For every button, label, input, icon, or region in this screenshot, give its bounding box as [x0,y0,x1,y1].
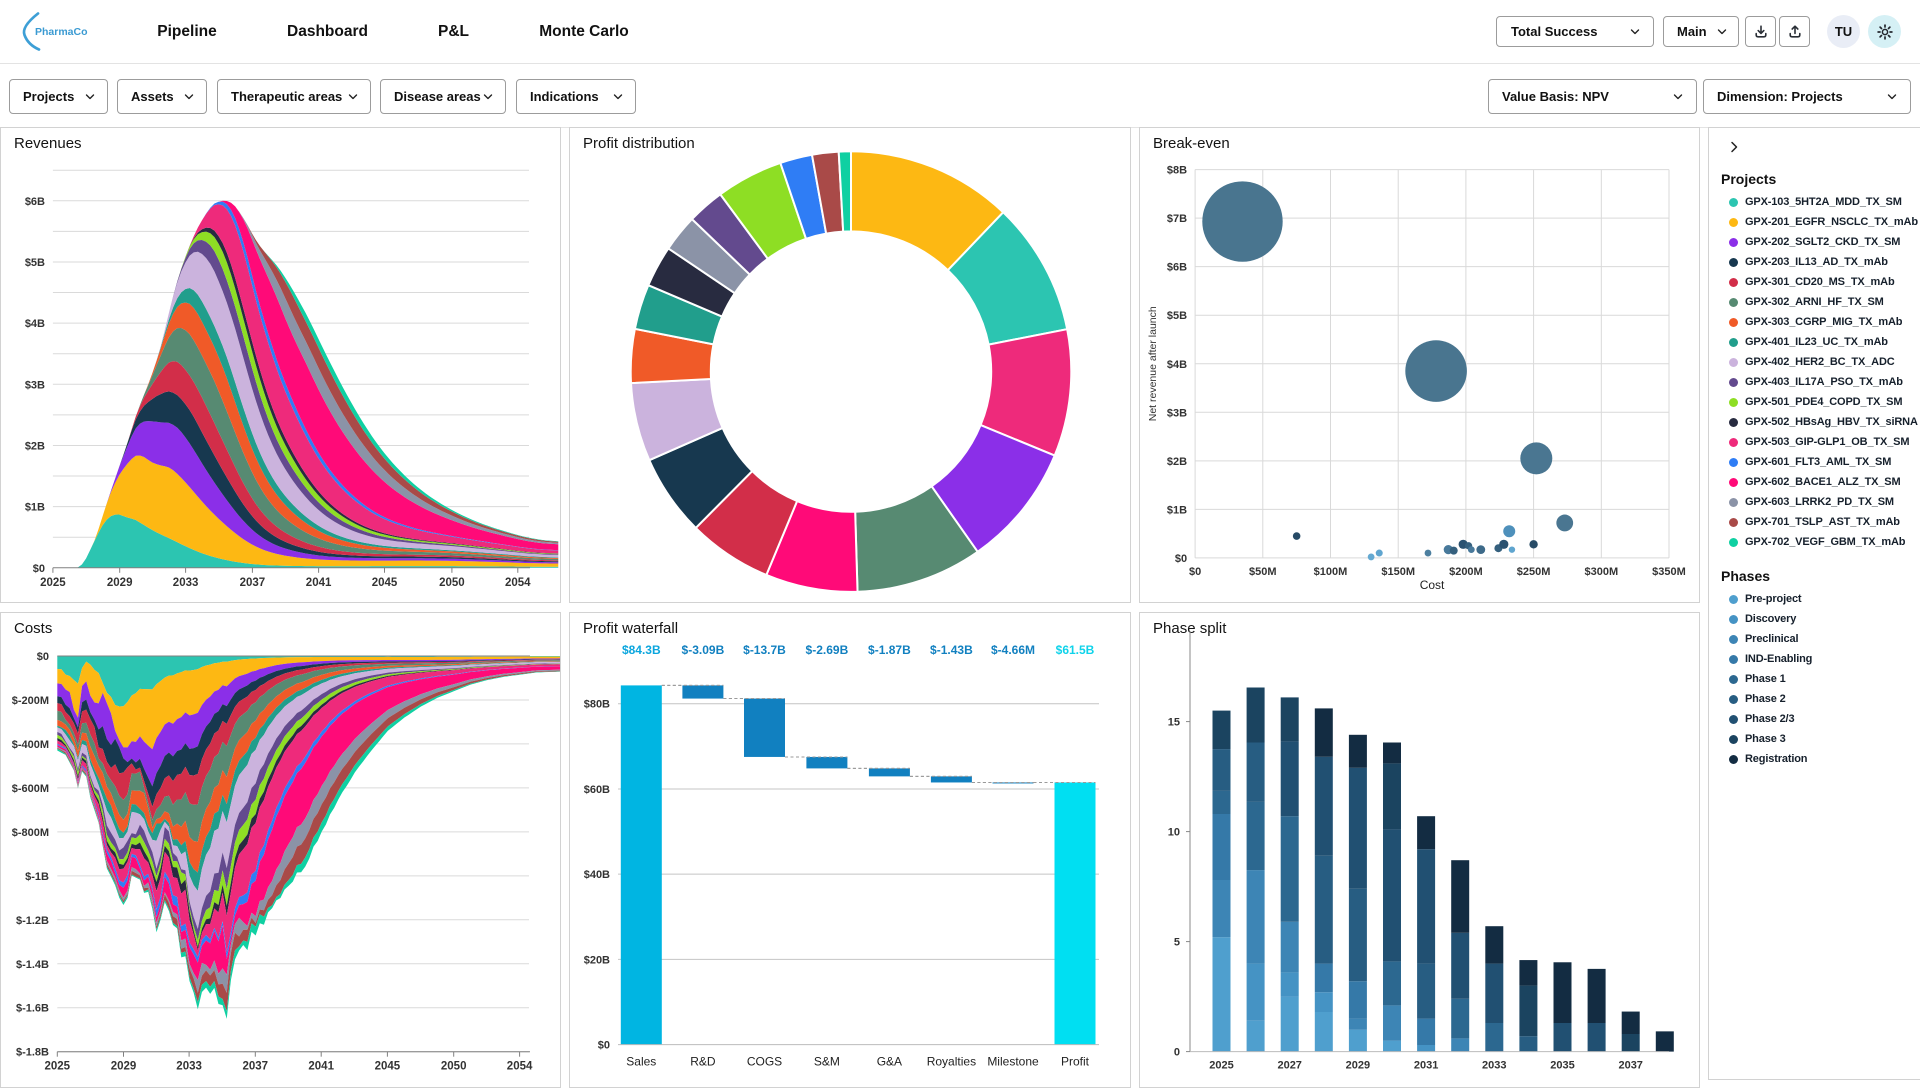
svg-text:$-1.2B: $-1.2B [16,915,49,927]
svg-text:$250M: $250M [1517,566,1551,578]
svg-text:R&D: R&D [690,1055,716,1069]
svg-text:$-4.66M: $-4.66M [991,643,1035,657]
svg-text:$150M: $150M [1381,566,1415,578]
svg-text:Net revenue after launch: Net revenue after launch [1147,306,1159,421]
svg-text:$40B: $40B [584,869,610,881]
svg-text:2029: 2029 [111,1061,137,1073]
svg-text:$50M: $50M [1249,566,1277,578]
svg-text:2041: 2041 [306,577,332,589]
svg-text:$0: $0 [1189,566,1201,578]
svg-text:2031: 2031 [1414,1060,1438,1072]
svg-text:2025: 2025 [45,1061,71,1073]
svg-text:2033: 2033 [176,1061,202,1073]
svg-text:$61.5B: $61.5B [1056,643,1095,657]
svg-text:$80B: $80B [584,699,610,711]
svg-text:$-1.43B: $-1.43B [930,643,973,657]
svg-text:2033: 2033 [173,577,199,589]
svg-text:$0: $0 [598,1040,610,1052]
svg-text:$4B: $4B [25,318,45,330]
svg-text:2029: 2029 [107,577,133,589]
svg-text:$1B: $1B [1167,504,1187,516]
svg-text:$84.3B: $84.3B [622,643,661,657]
svg-text:2054: 2054 [505,577,531,589]
svg-text:$-1.8B: $-1.8B [16,1047,49,1059]
svg-text:2037: 2037 [243,1061,269,1073]
svg-text:2029: 2029 [1346,1060,1370,1072]
svg-text:5: 5 [1174,937,1180,949]
svg-text:$-400M: $-400M [12,739,49,751]
svg-text:2025: 2025 [40,577,66,589]
svg-text:Royalties: Royalties [927,1055,976,1069]
svg-text:Profit: Profit [1061,1055,1090,1069]
svg-text:$0: $0 [1175,553,1187,565]
svg-text:$2B: $2B [25,440,45,452]
svg-text:$100M: $100M [1314,566,1348,578]
svg-text:2033: 2033 [1482,1060,1506,1072]
svg-text:$4B: $4B [1167,359,1187,371]
svg-text:Sales: Sales [626,1055,656,1069]
svg-text:$20B: $20B [584,954,610,966]
svg-text:2041: 2041 [308,1061,334,1073]
svg-text:2025: 2025 [1209,1060,1233,1072]
svg-text:$1B: $1B [25,502,45,514]
svg-text:$5B: $5B [25,257,45,269]
svg-text:$2B: $2B [1167,456,1187,468]
svg-text:$-13.7B: $-13.7B [743,643,786,657]
svg-text:$-2.69B: $-2.69B [806,643,849,657]
svg-text:2027: 2027 [1277,1060,1301,1072]
svg-text:$-1B: $-1B [25,871,49,883]
svg-text:$6B: $6B [25,196,45,208]
svg-text:2050: 2050 [441,1061,467,1073]
svg-text:$-3.09B: $-3.09B [682,643,725,657]
svg-text:2054: 2054 [507,1061,533,1073]
svg-text:$-200M: $-200M [12,695,49,707]
svg-text:$3B: $3B [1167,407,1187,419]
svg-text:2037: 2037 [1618,1060,1642,1072]
svg-text:$8B: $8B [1167,165,1187,177]
svg-text:2050: 2050 [439,577,465,589]
svg-text:S&M: S&M [814,1055,840,1069]
svg-text:$6B: $6B [1167,262,1187,274]
svg-text:$-600M: $-600M [12,783,49,795]
svg-text:$7B: $7B [1167,213,1187,225]
svg-text:$350M: $350M [1652,566,1686,578]
svg-text:$5B: $5B [1167,310,1187,322]
svg-text:G&A: G&A [877,1055,902,1069]
svg-text:15: 15 [1168,717,1180,729]
svg-text:Milestone: Milestone [987,1055,1039,1069]
svg-text:$200M: $200M [1449,566,1483,578]
svg-text:COGS: COGS [747,1055,782,1069]
svg-text:$300M: $300M [1584,566,1618,578]
svg-text:2035: 2035 [1550,1060,1574,1072]
svg-text:$-1.4B: $-1.4B [16,959,49,971]
svg-text:10: 10 [1168,827,1180,839]
svg-text:$-1.6B: $-1.6B [16,1003,49,1015]
svg-text:Cost: Cost [1420,578,1445,592]
svg-text:$0: $0 [33,563,45,575]
svg-text:$0: $0 [37,651,49,663]
svg-text:2045: 2045 [375,1061,401,1073]
svg-text:$60B: $60B [584,784,610,796]
svg-text:$-1.87B: $-1.87B [868,643,911,657]
svg-text:2045: 2045 [372,577,398,589]
svg-text:$-800M: $-800M [12,827,49,839]
svg-text:0: 0 [1174,1047,1180,1059]
svg-text:2037: 2037 [240,577,266,589]
svg-text:$3B: $3B [25,379,45,391]
